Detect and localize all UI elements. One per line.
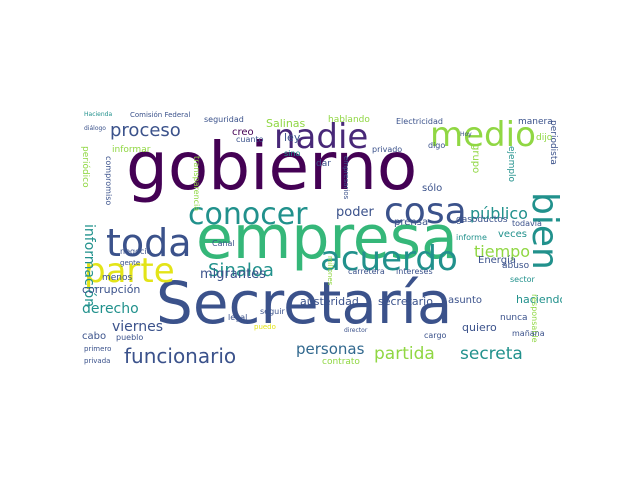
word-cloud-word: puedo (254, 323, 276, 331)
word-cloud: gobierno empresa Secretaría nadie medio cosa c… (78, 106, 562, 372)
word-cloud-word: quiero (462, 321, 497, 334)
word-cloud-word: Energía (478, 255, 516, 266)
word-cloud-word: contrato (322, 357, 360, 367)
word-cloud-word: seguridad (204, 115, 244, 124)
word-cloud-word: privado (372, 145, 403, 154)
word-cloud-word: migrantes (200, 267, 266, 282)
word-cloud-word: bien (524, 192, 562, 270)
word-cloud-word: nunca (500, 313, 528, 323)
word-cloud-word: digo (428, 141, 446, 150)
word-cloud-word: legal (228, 313, 248, 322)
word-cloud-word: proceso (110, 120, 181, 141)
word-cloud-word: intereses (396, 267, 433, 276)
word-cloud-word: conocer (188, 197, 308, 232)
word-cloud-word: dijo (536, 133, 553, 143)
word-cloud-word: partida (374, 344, 435, 364)
word-cloud-word: informe (456, 233, 487, 242)
word-cloud-word: ejemplo (506, 146, 516, 183)
word-cloud-word: carretera (348, 267, 385, 276)
word-cloud-word: derecho (82, 301, 139, 317)
word-cloud-word: austeridad (300, 295, 359, 308)
word-cloud-word: cuanto (236, 135, 264, 144)
word-cloud-word: hablando (328, 115, 370, 125)
word-cloud-word: creo (232, 127, 254, 138)
word-cloud-word: privada (84, 357, 111, 365)
word-cloud-word: millones (326, 256, 334, 286)
word-cloud-word: pueblo (116, 333, 144, 342)
word-cloud-word: funcionario (124, 344, 237, 368)
word-cloud-word: Sinaloa (208, 260, 274, 281)
word-cloud-word: seguir (260, 307, 285, 316)
word-cloud-word: negocio (120, 247, 152, 256)
word-cloud-word: poder (336, 205, 374, 220)
word-cloud-word: cosa (384, 191, 467, 232)
word-cloud-word: mañana (512, 329, 545, 338)
word-cloud-word: acuerdo (320, 239, 458, 279)
word-cloud-word: personas (296, 340, 365, 358)
word-cloud-word: veces (498, 229, 527, 240)
word-cloud-word: abuso (502, 261, 530, 271)
word-cloud-word: público (470, 204, 528, 223)
word-cloud-word: secretario (378, 295, 433, 308)
word-cloud-word: parte (84, 251, 175, 291)
word-cloud-word: informar (112, 145, 151, 155)
word-cloud-word: director (344, 327, 368, 334)
word-cloud-word: Canal (212, 239, 235, 248)
word-cloud-word: Hacienda (84, 111, 113, 118)
word-cloud-word: asunto (448, 295, 483, 306)
word-cloud-word: menos (102, 273, 133, 283)
word-cloud-word: corrupción (82, 283, 141, 296)
word-cloud-word: empresarios (342, 156, 350, 200)
word-cloud-word: secreta (460, 344, 523, 364)
word-cloud-word: dar (316, 159, 331, 169)
word-cloud-word: medio (430, 115, 536, 155)
word-cloud-word: empresa (196, 203, 458, 273)
word-cloud-word: Hoy (460, 131, 472, 138)
word-cloud-word: nadie (274, 117, 369, 157)
word-cloud-word: gobierno (126, 128, 418, 205)
word-cloud-word: diálogo (84, 125, 106, 132)
word-cloud-word: cargo (424, 331, 447, 340)
word-cloud-word: grupo (470, 144, 481, 174)
word-cloud-word: transparencia (192, 156, 201, 212)
word-cloud-word: gente (120, 259, 141, 267)
word-cloud-word: sector (510, 275, 535, 284)
word-cloud-word: Secretaría (156, 269, 453, 337)
word-cloud-word: sino (284, 149, 301, 158)
word-cloud-word: Comisión Federal (130, 111, 191, 119)
word-cloud-word: primero (84, 345, 112, 353)
word-cloud-word: compromiso (104, 156, 113, 206)
word-cloud-word: gasoductos (456, 215, 508, 225)
word-cloud-word: haciendo (516, 293, 562, 306)
word-cloud-word: cabo (82, 331, 107, 342)
word-cloud-word: prensa (394, 217, 429, 228)
word-cloud-word: todavía (512, 219, 542, 228)
word-cloud-word: toda (106, 221, 192, 265)
word-cloud-word: viernes (112, 319, 164, 335)
word-cloud-word: sólo (422, 183, 443, 194)
word-cloud-word: periódico (80, 146, 90, 188)
word-cloud-word: Salinas (266, 117, 306, 130)
word-cloud-word: manera (518, 117, 553, 127)
word-cloud-word: tiempo (474, 242, 531, 261)
word-cloud-word: ley (284, 131, 301, 144)
word-cloud-word: Electricidad (396, 117, 443, 126)
